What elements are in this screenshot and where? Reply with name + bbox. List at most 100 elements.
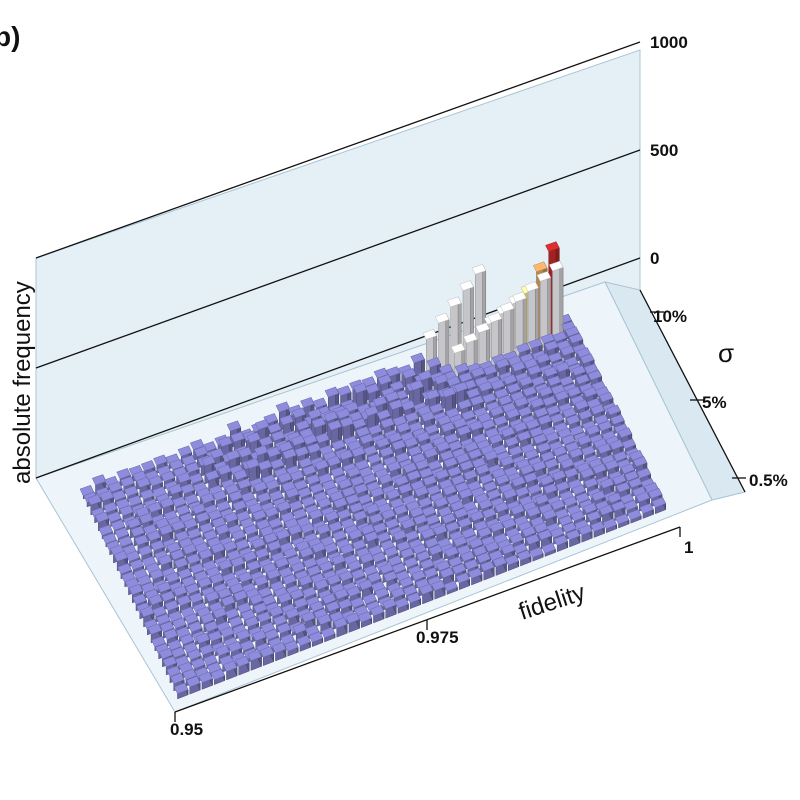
histogram-bar — [394, 474, 409, 486]
histogram-bar — [458, 371, 473, 383]
histogram-bar — [314, 459, 329, 471]
histogram-bar — [523, 358, 538, 369]
histogram-bar — [639, 502, 654, 514]
histogram-bar — [348, 528, 363, 540]
histogram-bar — [623, 499, 638, 511]
histogram-bar — [448, 440, 463, 452]
histogram-bar — [453, 381, 469, 393]
histogram-bar — [511, 475, 526, 487]
histogram-bar — [308, 631, 324, 643]
histogram-bar — [130, 525, 146, 537]
histogram-bar — [437, 505, 453, 517]
histogram-bar — [562, 407, 577, 418]
histogram-bar — [504, 436, 520, 447]
histogram-bar — [302, 586, 317, 598]
z-gridline-500 — [35, 149, 641, 369]
histogram-bar — [172, 496, 187, 508]
histogram-bar — [565, 414, 581, 426]
histogram-bar — [398, 482, 413, 494]
histogram-bar — [242, 550, 258, 562]
histogram-bar — [513, 542, 528, 554]
histogram-bar — [384, 391, 400, 402]
histogram-bar — [302, 557, 318, 569]
histogram-bar — [351, 539, 367, 551]
histogram-bar — [243, 524, 259, 536]
histogram-bar — [585, 424, 601, 436]
histogram-bar — [414, 485, 429, 497]
histogram-bar — [475, 322, 490, 334]
histogram-bar — [292, 508, 308, 520]
z-gridline-1000 — [35, 41, 641, 259]
histogram-bar — [516, 430, 532, 442]
panel-label: b) — [0, 21, 20, 52]
histogram-bar — [377, 374, 392, 386]
z-tick-label: 1000 — [650, 33, 688, 52]
histogram-bar — [545, 241, 560, 252]
histogram-bar — [596, 443, 612, 454]
histogram-bar — [561, 434, 576, 446]
histogram-bar — [308, 508, 324, 520]
histogram-bar — [256, 491, 272, 503]
histogram-bar — [254, 547, 270, 559]
histogram-bar — [499, 301, 515, 313]
histogram-bar — [433, 524, 448, 536]
histogram-bar — [271, 642, 287, 654]
histogram-bar — [158, 647, 174, 660]
histogram-bar — [566, 386, 582, 397]
histogram-bar — [151, 635, 166, 648]
histogram-bar — [558, 514, 573, 526]
histogram-bar — [147, 501, 162, 513]
histogram-bar — [417, 496, 433, 508]
histogram-bar — [323, 410, 339, 422]
histogram-bar — [478, 498, 493, 510]
histogram-bar — [195, 511, 211, 523]
histogram-bar — [317, 613, 332, 626]
histogram-bar — [235, 655, 250, 668]
histogram-bar — [316, 523, 331, 535]
histogram-bar — [435, 560, 451, 572]
histogram-bar — [253, 481, 268, 493]
histogram-bar — [181, 454, 196, 466]
histogram-bar — [269, 458, 285, 470]
histogram-bar — [465, 387, 481, 399]
histogram-bar — [351, 568, 366, 580]
histogram-bar — [373, 367, 389, 379]
histogram-bar — [363, 445, 378, 456]
histogram-bar — [315, 432, 330, 444]
histogram-bar — [239, 639, 255, 652]
histogram-bar — [479, 473, 494, 485]
histogram-bar — [583, 477, 599, 489]
histogram-bar — [158, 524, 174, 536]
histogram-bar — [198, 671, 213, 684]
histogram-bar — [467, 567, 483, 579]
histogram-bar — [445, 312, 450, 372]
sigma-axis-title: σ — [718, 338, 734, 368]
histogram-bar — [218, 436, 233, 448]
histogram-bar — [443, 456, 458, 468]
histogram-bar — [468, 420, 484, 431]
histogram-bar — [235, 538, 250, 550]
histogram-bar — [549, 412, 565, 424]
histogram-bar — [471, 264, 487, 275]
histogram-bar — [515, 342, 531, 354]
histogram-bar — [177, 567, 193, 580]
histogram-bar — [570, 510, 586, 522]
sigma-tick-label: 0.5% — [749, 471, 788, 490]
histogram-bar — [188, 472, 204, 484]
histogram-bar — [463, 469, 478, 481]
histogram-bar — [220, 626, 235, 638]
histogram-bar — [284, 640, 299, 652]
histogram-bar — [557, 427, 572, 439]
histogram-bar — [422, 474, 438, 486]
histogram-bar — [554, 508, 570, 520]
histogram-bar — [329, 490, 344, 502]
histogram-bar — [410, 352, 425, 364]
histogram-bar — [224, 607, 240, 620]
histogram-bar — [259, 646, 275, 658]
histogram-bar — [236, 629, 251, 641]
histogram-bar — [182, 543, 197, 555]
histogram-bar — [536, 441, 552, 453]
histogram-bar — [594, 413, 609, 425]
histogram-bar — [514, 486, 530, 498]
histogram-bar — [337, 598, 353, 610]
